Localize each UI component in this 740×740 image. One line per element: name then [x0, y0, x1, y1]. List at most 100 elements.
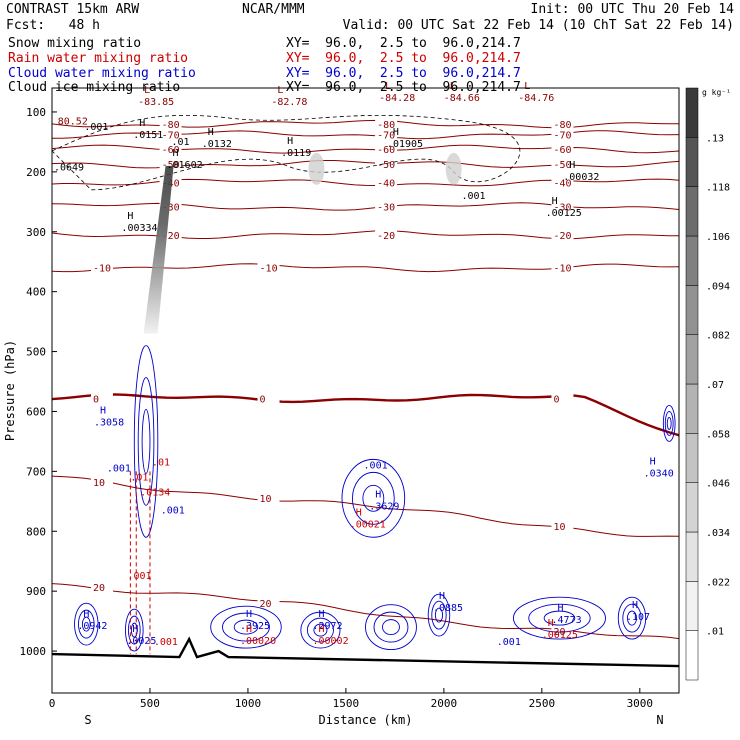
extremum-marker: H	[632, 600, 638, 611]
extremum-marker: H	[246, 624, 252, 635]
cloud-water-contour	[365, 604, 417, 651]
contour-label-bg	[375, 117, 398, 130]
snow-shading-patch	[445, 152, 462, 185]
temperature-contour-label: 10	[260, 494, 272, 505]
extremum-marker: H	[548, 618, 554, 629]
contour-label-bg	[551, 392, 574, 405]
colorbar-swatch	[685, 285, 699, 335]
contour-value-label: .001	[462, 191, 486, 202]
y-tick-label: 800	[26, 525, 46, 538]
temperature-contour-label: 0	[553, 394, 559, 405]
extremum-marker: H	[83, 609, 89, 620]
extremum-marker: H	[393, 127, 399, 138]
cloud-water-contour	[362, 484, 385, 512]
temperature-contour-label: -20	[162, 231, 180, 242]
contour-label-bg	[375, 128, 398, 141]
extremum-marker: H	[246, 609, 252, 620]
temperature-contour	[52, 119, 679, 129]
colorbar-swatch	[685, 433, 699, 483]
extremum-value: .00125	[542, 630, 578, 641]
cloud-water-contour	[351, 471, 395, 525]
extremum-value: .00125	[546, 208, 582, 219]
y-tick-label: 100	[26, 106, 46, 119]
y-tick-label: 1000	[20, 645, 47, 658]
contour-value-label: .0649	[54, 163, 84, 174]
x-tick-label: 2000	[431, 697, 458, 710]
contour-label-bg	[551, 200, 574, 213]
extremum-value: .107	[626, 612, 650, 623]
colorbar-level-label: .034	[706, 528, 730, 539]
y-tick-label: 300	[26, 226, 46, 239]
cloud-water-contour	[210, 605, 282, 649]
plot-frame	[51, 87, 680, 694]
extremum-value: -84.28	[379, 93, 415, 104]
valid-time: Valid: 00 UTC Sat 22 Feb 14 (10 ChT Sat …	[342, 18, 734, 33]
temperature-contour-label: -30	[553, 203, 571, 214]
temperature-contour-label: -30	[377, 203, 395, 214]
contour-label-bg	[375, 143, 398, 156]
extremum-value: .00334	[121, 223, 157, 234]
temperature-contour	[52, 393, 679, 437]
extremum-value: .3629	[369, 501, 399, 512]
cloud-water-contour	[617, 596, 647, 640]
colorbar-swatch	[685, 186, 699, 237]
cloud-water-contour	[341, 458, 406, 538]
colorbar-swatch	[685, 482, 699, 533]
temperature-contour	[52, 130, 679, 140]
cloud-ice-contour	[52, 114, 521, 191]
cloud-water-contour	[74, 602, 99, 646]
extremum-marker: H	[132, 624, 138, 635]
extremum-marker: H	[375, 489, 381, 500]
contour-label-bg	[90, 476, 113, 489]
extremum-marker: H	[127, 211, 133, 222]
contour-label-bg	[551, 261, 574, 274]
extremum-value: -82.78	[271, 97, 307, 108]
extremum-value: .00002	[312, 636, 348, 647]
contour-label-bg	[551, 520, 574, 533]
colorbar-swatch	[685, 137, 699, 187]
extremum-marker: L	[524, 81, 530, 92]
field-xy-rain: XY= 96.0, 2.5 to 96.0,214.7	[286, 51, 521, 66]
colorbar-unit: g kg⁻¹	[702, 88, 731, 97]
contour-label-bg	[375, 176, 398, 189]
extremum-value: .3925	[240, 621, 270, 632]
temperature-contour-label: 20	[260, 599, 272, 610]
colorbar-level-label: .094	[706, 281, 730, 292]
temperature-contour-label: -60	[553, 145, 571, 156]
extremum-marker: L	[277, 85, 283, 96]
cloud-water-contour	[233, 619, 259, 635]
contour-label-bg	[551, 117, 574, 130]
temperature-contour	[52, 583, 679, 640]
x-axis-label: Distance (km)	[319, 713, 413, 727]
extremum-marker: H	[139, 118, 145, 129]
y-axis-label: Pressure (hPa)	[3, 340, 17, 441]
extremum-marker: H	[318, 624, 324, 635]
extremum-value: .0151	[133, 130, 163, 141]
contour-value-label: .001	[364, 460, 388, 471]
temperature-contour	[52, 160, 679, 169]
title-left: CONTRAST 15km ARW	[6, 2, 140, 17]
x-tick-label: 1500	[333, 697, 360, 710]
extremum-value: .0885	[433, 603, 463, 614]
field-xy-cloud-water: XY= 96.0, 2.5 to 96.0,214.7	[286, 66, 521, 81]
extremum-value: .00032	[563, 172, 599, 183]
cloud-water-contour	[662, 405, 676, 442]
temperature-contour-label: -80	[553, 120, 571, 131]
cloud-water-contour	[313, 623, 328, 637]
extremum-value: -83.85	[138, 97, 174, 108]
contour-value-label: .001	[127, 571, 151, 582]
contour-value-label: .001	[497, 637, 521, 648]
contour-label-bg	[257, 596, 280, 609]
extremum-value: .3058	[94, 417, 124, 428]
colorbar-level-label: .058	[706, 429, 730, 440]
temperature-contour-label: -50	[553, 160, 571, 171]
x-tick-label: 2500	[529, 697, 556, 710]
contour-label-bg	[551, 143, 574, 156]
contour-label-bg	[257, 491, 280, 504]
cloud-water-contour	[434, 607, 444, 623]
extremum-value: .0025	[126, 636, 156, 647]
extremum-marker: H	[287, 136, 293, 147]
field-label-rain: Rain water mixing ratio	[8, 51, 189, 66]
temperature-contour-label: -70	[162, 131, 180, 142]
